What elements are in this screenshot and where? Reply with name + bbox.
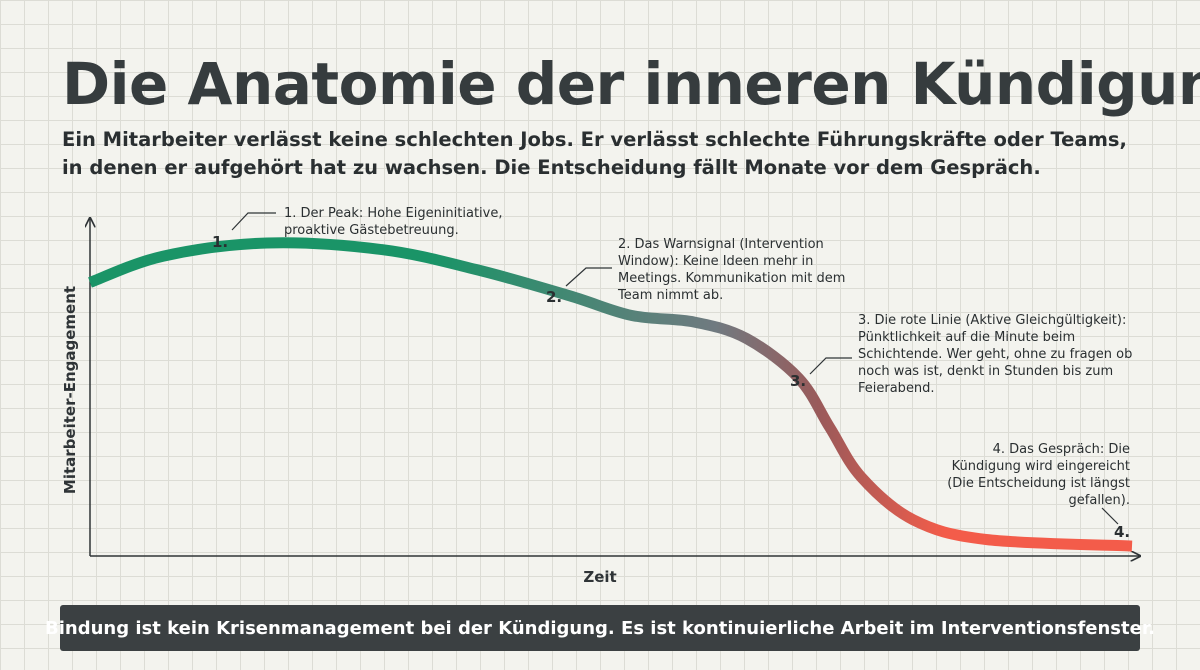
annotation-resignation: 4. Das Gespräch: Die Kündigung wird eing… [947, 442, 1130, 508]
marker-1: 1. [212, 233, 229, 251]
annotation-warning: 2. Das Warnsignal (Intervention Window):… [618, 237, 846, 303]
marker-2: 2. [546, 288, 563, 306]
page-title: Die Anatomie der inneren Kündigung [62, 50, 1200, 118]
x-axis-label: Zeit [583, 568, 617, 586]
marker-4: 4. [1114, 523, 1131, 541]
page-subtitle: Ein Mitarbeiter verlässt keine schlechte… [62, 128, 1127, 179]
annotation-red-line: 3. Die rote Linie (Aktive Gleichgültigke… [858, 313, 1133, 396]
annotation-leader-line [1101, 507, 1119, 525]
footer-banner: Bindung ist kein Krisenmanagement bei de… [45, 605, 1155, 651]
marker-3: 3. [790, 372, 807, 390]
annotation-leader-line [809, 357, 852, 375]
annotation-peak: 1. Der Peak: Hohe Eigeninitiative, proak… [284, 206, 503, 238]
engagement-curve [88, 237, 1133, 552]
annotation-leader-line [231, 212, 276, 231]
annotation-leader-line [565, 267, 612, 287]
